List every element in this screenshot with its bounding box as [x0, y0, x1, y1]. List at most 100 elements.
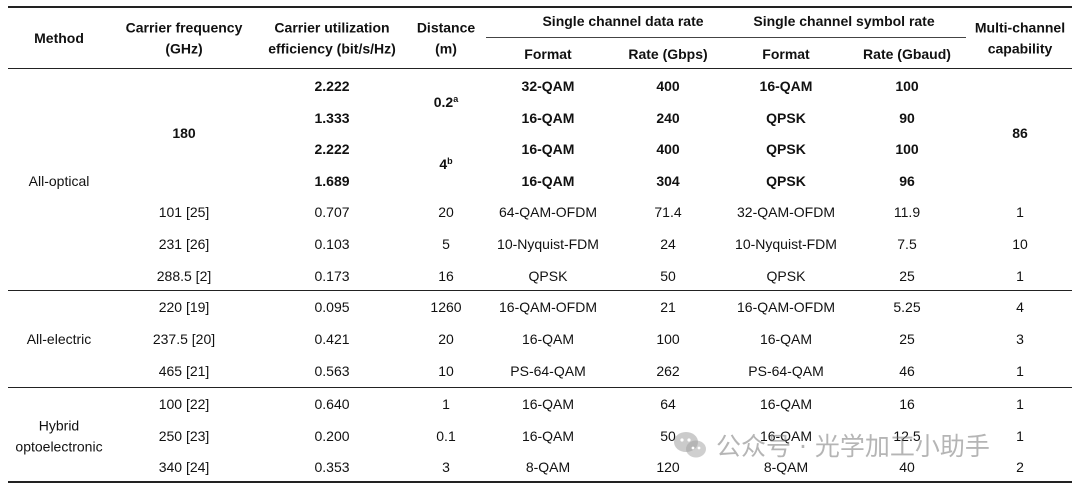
hybrid-row-srate: 40 [899, 459, 915, 475]
optical-this-work-srate: 90 [899, 110, 915, 126]
header-method: Method [34, 30, 84, 46]
electric-row-mc: 3 [1016, 331, 1024, 347]
electric-row-drate: 262 [656, 363, 680, 379]
electric-row-sfmt: 16-QAM-OFDM [737, 299, 835, 315]
hybrid-row-drate: 64 [660, 396, 676, 412]
optical-row-sfmt: 10-Nyquist-FDM [735, 236, 837, 252]
hybrid-row-dfmt: 8-QAM [525, 459, 571, 475]
hybrid-row-mc: 2 [1016, 459, 1024, 475]
optical-this-work-eff: 2.222 [314, 78, 350, 94]
group-label-hybrid: Hybrid optoelectronic [15, 417, 103, 455]
electric-row-dfmt: PS-64-QAM [510, 363, 586, 379]
hybrid-row-sfmt: 16-QAM [759, 396, 813, 412]
electric-row-sfmt: PS-64-QAM [748, 363, 824, 379]
electric-row-mc: 4 [1016, 299, 1024, 315]
electric-row-dist: 10 [438, 363, 454, 379]
optical-row-mc: 1 [1016, 268, 1024, 284]
electric-row-eff: 0.563 [314, 363, 350, 379]
hybrid-row-sfmt: 8-QAM [763, 459, 809, 475]
hybrid-row-sfmt: 16-QAM [759, 428, 813, 444]
electric-row-freq: 220 [19] [158, 299, 210, 315]
electric-row-mc: 1 [1016, 363, 1024, 379]
optical-this-work-srate: 100 [895, 78, 919, 94]
hybrid-row-drate: 120 [656, 459, 680, 475]
optical-this-work-multichannel: 86 [1012, 125, 1028, 141]
optical-row-drate: 50 [660, 268, 676, 284]
hybrid-row-eff: 0.640 [314, 396, 350, 412]
section-rule-hybrid [8, 387, 1072, 388]
optical-this-work-sfmt: QPSK [766, 173, 806, 189]
hybrid-row-freq: 250 [23] [158, 428, 210, 444]
header-data-rate-group: Single channel data rate [542, 13, 704, 29]
optical-row-dfmt: QPSK [528, 268, 568, 284]
optical-row-srate: 25 [899, 268, 915, 284]
optical-this-work-eff: 1.689 [314, 173, 350, 189]
wechat-icon [674, 432, 706, 458]
electric-row-srate: 46 [899, 363, 915, 379]
header-data-format: Format [524, 46, 572, 62]
header-multichannel: Multi-channel capability [974, 19, 1066, 57]
hybrid-row-dist: 1 [442, 396, 450, 412]
electric-row-drate: 21 [660, 299, 676, 315]
optical-row-eff: 0.707 [314, 204, 350, 220]
optical-this-work-distance-b: 4b [439, 156, 453, 172]
optical-row-dist: 16 [438, 268, 454, 284]
optical-row-drate: 24 [660, 236, 676, 252]
optical-this-work-eff: 1.333 [314, 110, 350, 126]
hybrid-row-dfmt: 16-QAM [521, 396, 575, 412]
hybrid-row-drate: 50 [660, 428, 676, 444]
header-symbol-format: Format [762, 46, 810, 62]
hybrid-row-mc: 1 [1016, 428, 1024, 444]
hybrid-row-dist: 0.1 [436, 428, 456, 444]
optical-row-srate: 11.9 [893, 204, 921, 220]
header-symbol-rate-group: Single channel symbol rate [753, 13, 935, 29]
electric-row-eff: 0.421 [314, 331, 350, 347]
optical-this-work-sfmt: 16-QAM [759, 78, 813, 94]
electric-row-dist: 1260 [430, 299, 462, 315]
optical-this-work-drate: 240 [656, 110, 680, 126]
electric-row-freq: 465 [21] [158, 363, 210, 379]
optical-this-work-srate: 96 [899, 173, 915, 189]
group-header-underline [486, 37, 966, 38]
optical-this-work-eff: 2.222 [314, 141, 350, 157]
optical-row-dist: 20 [438, 204, 454, 220]
optical-row-mc: 10 [1012, 236, 1028, 252]
section-rule-electric [8, 290, 1072, 291]
optical-this-work-dfmt: 16-QAM [521, 110, 575, 126]
optical-this-work-drate: 400 [656, 141, 680, 157]
electric-row-drate: 100 [656, 331, 680, 347]
hybrid-row-dfmt: 16-QAM [521, 428, 575, 444]
optical-row-eff: 0.103 [314, 236, 350, 252]
optical-row-mc: 1 [1016, 204, 1024, 220]
optical-this-work-dfmt: 16-QAM [521, 141, 575, 157]
electric-row-dist: 20 [438, 331, 454, 347]
optical-this-work-sfmt: QPSK [766, 141, 806, 157]
group-label-all-electric: All-electric [26, 331, 92, 347]
optical-row-freq: 231 [26] [158, 236, 210, 252]
optical-row-drate: 71.4 [654, 204, 682, 220]
header-carrier-frequency: Carrier frequency (GHz) [125, 19, 243, 57]
electric-row-dfmt: 16-QAM [521, 331, 575, 347]
optical-row-srate: 7.5 [897, 236, 917, 252]
electric-row-srate: 5.25 [893, 299, 921, 315]
optical-this-work-drate: 304 [656, 173, 680, 189]
hybrid-row-mc: 1 [1016, 396, 1024, 412]
header-bottom-rule [8, 68, 1072, 69]
electric-row-dfmt: 16-QAM-OFDM [499, 299, 597, 315]
optical-this-work-drate: 400 [656, 78, 680, 94]
electric-row-sfmt: 16-QAM [759, 331, 813, 347]
hybrid-row-eff: 0.353 [314, 459, 350, 475]
electric-row-eff: 0.095 [314, 299, 350, 315]
watermark: 公众号 · 光学加工小助手 [672, 428, 1052, 462]
optical-this-work-frequency: 180 [172, 125, 196, 141]
hybrid-row-freq: 340 [24] [158, 459, 210, 475]
optical-row-eff: 0.173 [314, 268, 350, 284]
optical-row-freq: 101 [25] [158, 204, 210, 220]
header-rate-gbps: Rate (Gbps) [628, 46, 708, 62]
table-bottom-rule [8, 481, 1072, 483]
electric-row-srate: 25 [899, 331, 915, 347]
optical-row-dfmt: 64-QAM-OFDM [499, 204, 597, 220]
optical-this-work-sfmt: QPSK [766, 110, 806, 126]
optical-this-work-distance-a: 0.2a [433, 94, 459, 110]
optical-row-sfmt: 32-QAM-OFDM [737, 204, 835, 220]
